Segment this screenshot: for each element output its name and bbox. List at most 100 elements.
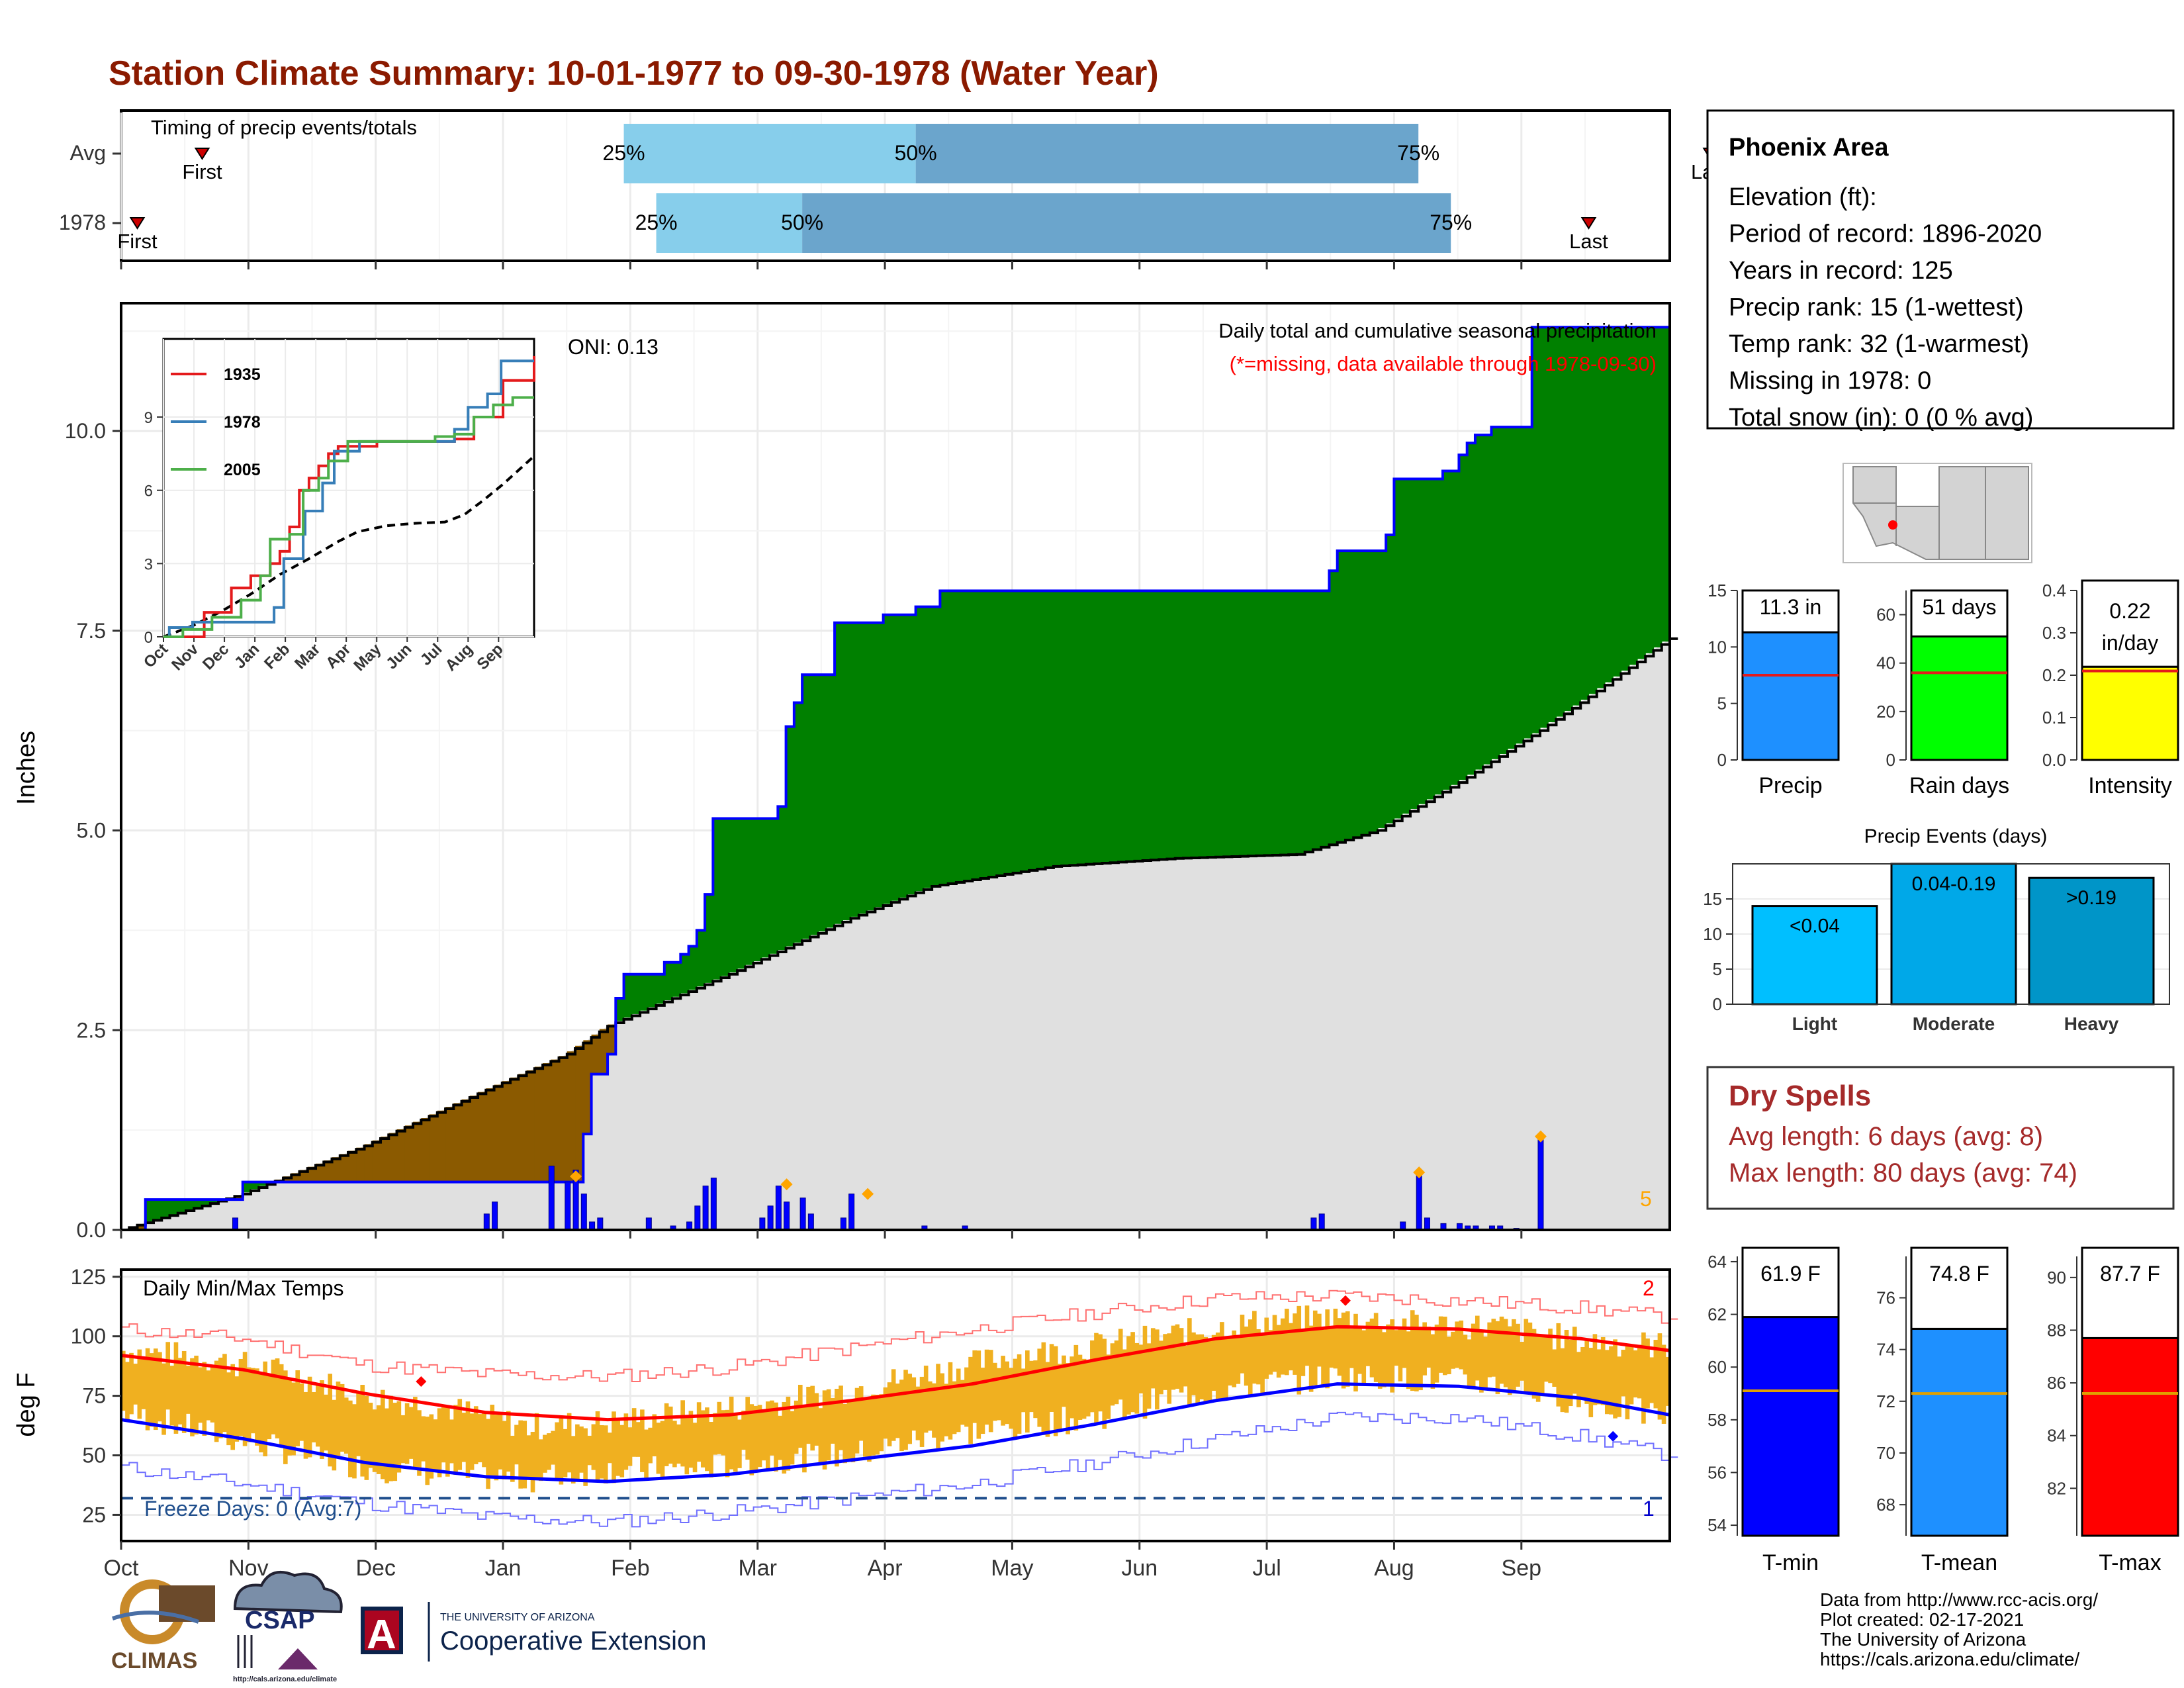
daily-temp-range-bar (835, 1389, 839, 1467)
daily-temp-range-bar (1535, 1335, 1541, 1402)
surplus-area (1118, 590, 1127, 863)
surplus-area (1045, 590, 1054, 867)
daily-temp-range-bar (1114, 1340, 1119, 1405)
daily-temp-range-bar (984, 1349, 989, 1425)
surplus-area (1434, 479, 1443, 795)
precip-subtitle: Daily total and cumulative seasonal prec… (1218, 319, 1657, 342)
daily-temp-range-bar (445, 1407, 450, 1477)
surplus-area (1588, 327, 1598, 694)
daily-temp-range-bar (608, 1432, 612, 1464)
daily-temp-range-bar (563, 1429, 568, 1477)
deficit-area (396, 1129, 406, 1182)
daily-temp-range-bar (246, 1367, 251, 1442)
daily-temp-range-bar (1134, 1342, 1140, 1414)
temp-summary-y-tick-label: 68 (1876, 1495, 1895, 1515)
daily-temp-range-bar (1304, 1305, 1310, 1366)
deficit-area (453, 1103, 463, 1182)
surplus-area (1613, 327, 1622, 677)
inset-average-line (163, 455, 535, 638)
surplus-area (1337, 551, 1346, 841)
daily-temp-range-bar (1228, 1337, 1232, 1386)
surplus-area (778, 806, 787, 951)
surplus-area (1442, 471, 1451, 790)
daily-temp-range-bar (797, 1384, 803, 1448)
daily-temp-range-bar (311, 1391, 316, 1442)
deficit-area (404, 1125, 414, 1182)
daily-temp-range-bar (1146, 1343, 1152, 1409)
daily-temp-range-bar (263, 1361, 268, 1457)
month-label: Nov (228, 1556, 268, 1581)
daily-temp-range-bar (194, 1355, 199, 1435)
daily-temp-range-bar (1434, 1325, 1439, 1383)
surplus-area (1159, 590, 1168, 859)
inset-series-line-1935 (163, 355, 535, 638)
temp-summary-y-tick-label: 58 (1707, 1410, 1727, 1430)
surplus-area (802, 675, 811, 939)
surplus-area (672, 962, 681, 997)
surplus-area (1005, 590, 1014, 874)
summary-y-tick-label: 0 (1886, 750, 1895, 770)
dry-spells-max: Max length: 80 days (avg: 74) (1729, 1158, 2077, 1188)
daily-temp-range-bar (1256, 1329, 1261, 1385)
daily-temp-range-bar (1321, 1329, 1326, 1387)
daily-temp-range-bar (469, 1413, 475, 1470)
surplus-area (980, 590, 989, 878)
surplus-area (1297, 590, 1306, 853)
daily-temp-range-bar (733, 1414, 738, 1472)
footer-credits: Data from http://www.rcc-acis.org/ Plot … (1820, 1589, 2098, 1669)
month-label: Oct (104, 1556, 139, 1581)
daily-temp-range-bar (1077, 1354, 1083, 1420)
deficit-area (413, 1121, 422, 1182)
surplus-area (948, 590, 957, 884)
daily-temp-range-bar (1001, 1356, 1005, 1426)
daily-temp-range-bar (1657, 1333, 1662, 1420)
daily-temp-range-bar (437, 1408, 442, 1477)
daily-temp-range-bar (1548, 1329, 1553, 1383)
surplus-area (1037, 590, 1046, 868)
daily-temp-range-bar (907, 1374, 913, 1444)
summary-y-tick-label: 10 (1707, 637, 1727, 657)
surplus-area (177, 1199, 187, 1212)
surplus-area (1629, 327, 1638, 665)
timing-first-marker (194, 148, 210, 160)
daily-temp-range-bar (1029, 1360, 1034, 1413)
month-label: Dec (355, 1556, 395, 1581)
daily-temp-range-bar (802, 1407, 807, 1473)
daily-temp-range-bar (149, 1353, 154, 1427)
summary-bars: 0 5 10 15 11.3 in Precip 0 20 40 60 51 days Rain da… (1707, 579, 2179, 798)
daily-temp-range-bar (1240, 1315, 1245, 1374)
daily-precip-bar (840, 1217, 846, 1231)
daily-temp-range-bar (1025, 1350, 1030, 1433)
daily-temp-range-bar (526, 1435, 531, 1479)
event-bar-category-label: Light (1792, 1013, 1837, 1034)
temp-summary-y-tick-label: 64 (1707, 1252, 1727, 1272)
daily-temp-range-bar (899, 1380, 904, 1451)
timing-p50-label: 50% (781, 211, 823, 234)
daily-temp-range-bar (1106, 1354, 1111, 1419)
daily-temp-range-bar (222, 1354, 227, 1432)
timing-first-label: First (117, 230, 158, 253)
daily-temp-range-bar (343, 1397, 349, 1454)
daily-temp-range-bar (1066, 1363, 1070, 1434)
daily-temp-range-bar (1300, 1331, 1306, 1376)
summary-value-box (1910, 589, 2009, 637)
daily-temp-range-bar (1289, 1323, 1293, 1371)
daily-temp-range-bar (615, 1420, 620, 1476)
daily-temp-range-bar (421, 1416, 426, 1462)
daily-temp-range-bar (705, 1407, 709, 1472)
daily-temp-range-bar (145, 1348, 150, 1430)
precip-events-chart: Precip Events (days) 0 5 10 15 <0.04 Light 0.0… (1703, 825, 2170, 1034)
daily-temp-range-bar (1576, 1352, 1581, 1407)
daily-precip-bar (1318, 1213, 1325, 1231)
daily-temp-range-bar (875, 1394, 880, 1455)
surplus-area (1110, 590, 1119, 863)
surplus-area (850, 622, 860, 917)
daily-temp-range-bar (271, 1359, 276, 1434)
temp-summary-category-label: T-max (2099, 1550, 2161, 1575)
ua-logo: A THE UNIVERSITY OF ARIZONA Cooperative … (361, 1602, 706, 1662)
deficit-area (299, 1170, 308, 1182)
surplus-area (835, 622, 843, 924)
daily-temp-range-bar (161, 1363, 166, 1435)
deficit-area (486, 1088, 495, 1182)
daily-temp-range-bar (579, 1426, 584, 1473)
